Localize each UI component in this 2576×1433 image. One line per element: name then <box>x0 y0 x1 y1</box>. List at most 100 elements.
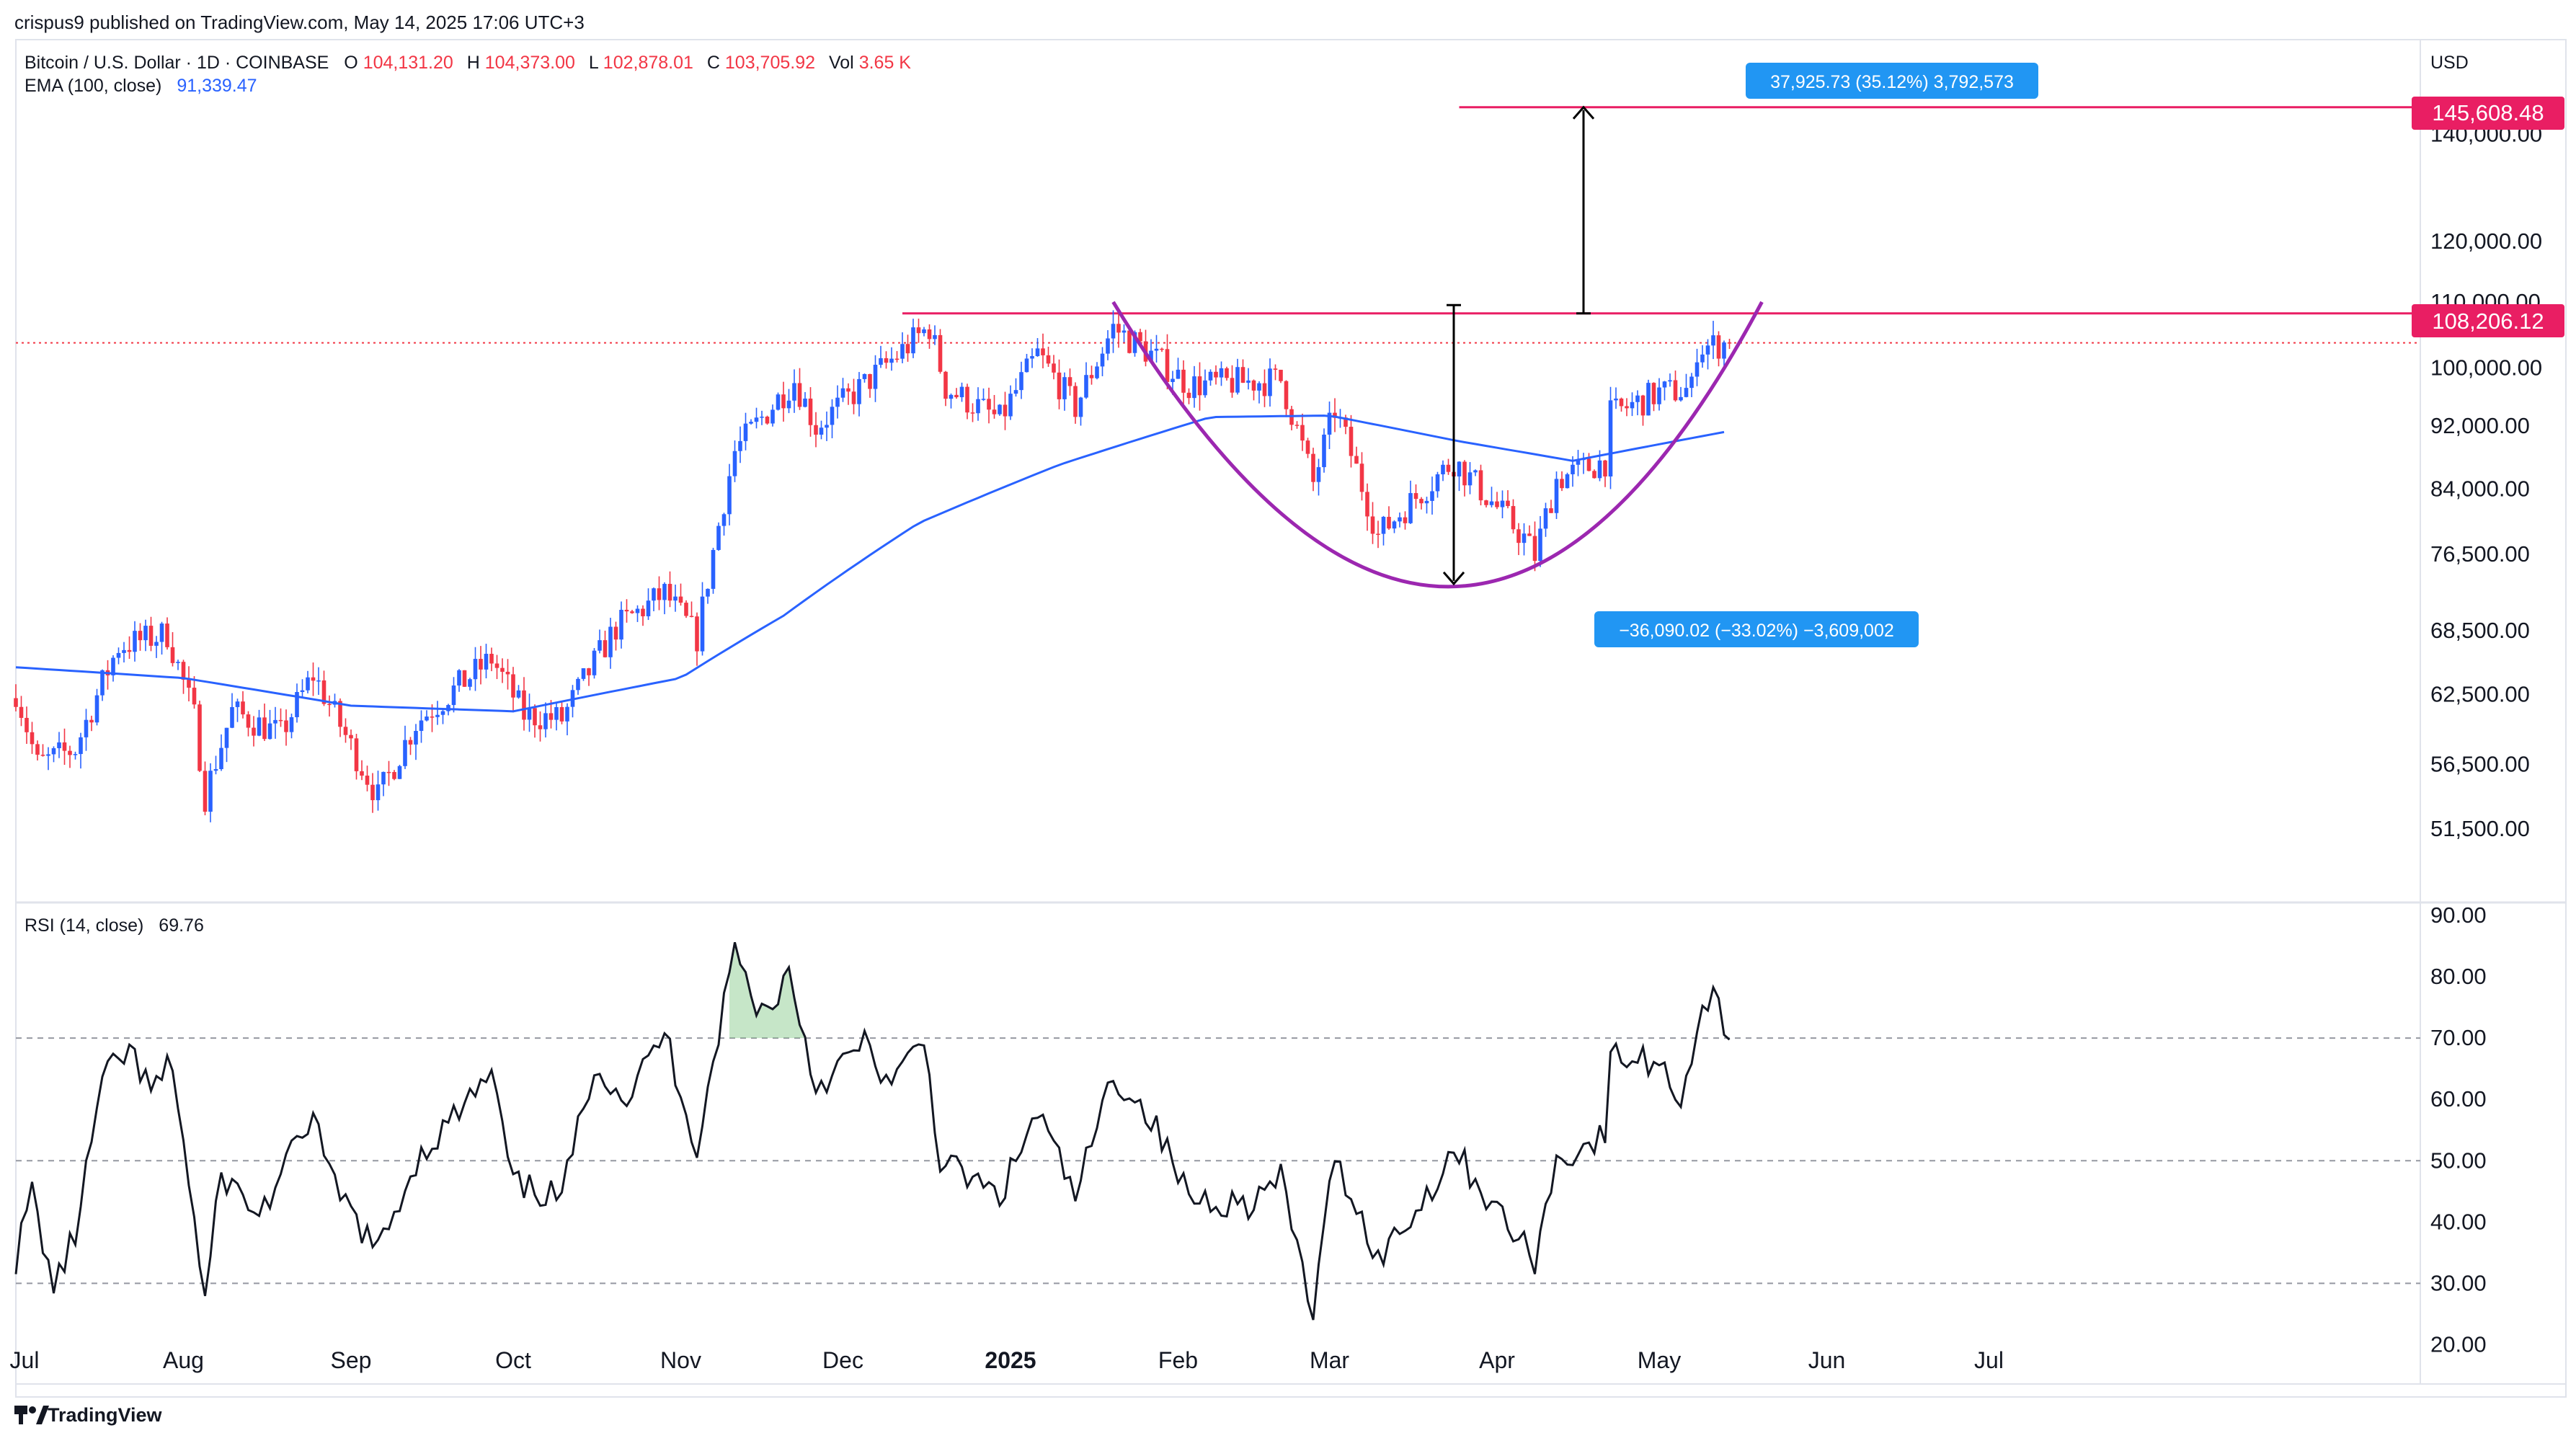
candle-body <box>776 394 781 410</box>
candle-body <box>1446 464 1451 472</box>
ema-100-line <box>15 414 1725 713</box>
candle-body <box>1679 396 1683 401</box>
candle-body <box>652 588 656 601</box>
time-tick-label: Oct <box>495 1347 531 1373</box>
upper-measure-arrow <box>1572 105 1595 315</box>
candle-body <box>84 719 89 737</box>
candle-body <box>148 626 154 646</box>
candle-body <box>19 706 24 718</box>
candle-body <box>1349 427 1354 456</box>
candle-body <box>1084 375 1088 398</box>
time-axis: Jul Aug Sep Oct Nov Dec 2025 Feb Mar Apr May Jun Jul <box>10 1347 2004 1373</box>
candle-body <box>1073 386 1078 417</box>
candle-body <box>1067 377 1072 386</box>
candle-body <box>1376 533 1380 535</box>
candle-body <box>1576 460 1581 465</box>
candle-body <box>587 668 591 675</box>
price-tick-label: 100,000.00 <box>2430 355 2542 381</box>
candle-body <box>1635 395 1640 402</box>
lower-measure-badge[interactable] <box>1594 611 1919 647</box>
candle-body <box>1511 506 1516 530</box>
candle-body <box>559 706 564 722</box>
candle-body <box>100 670 105 696</box>
candle-body <box>786 400 791 409</box>
candle-body <box>343 727 348 735</box>
candle-body <box>1565 474 1570 489</box>
candle-body <box>749 422 753 424</box>
candle-body <box>133 631 137 652</box>
tradingview-logo-icon[interactable] <box>14 1406 49 1424</box>
candle-body <box>1078 397 1083 417</box>
candle-body <box>349 735 353 739</box>
candle-body <box>1089 375 1094 378</box>
candle-body <box>1316 467 1321 482</box>
candle-body <box>1030 356 1034 359</box>
candle-body <box>57 742 61 748</box>
candle-body <box>165 624 169 647</box>
ema-label[interactable]: EMA (100, close) <box>25 76 161 96</box>
candle-body <box>840 388 845 398</box>
candle-body <box>484 654 489 670</box>
candle-body <box>1279 369 1283 381</box>
candle-body <box>959 386 964 398</box>
time-tick-label: May <box>1638 1347 1681 1373</box>
rsi-overbought-fill <box>729 942 805 1039</box>
candle-body <box>370 784 375 801</box>
candle-body <box>619 609 623 640</box>
candle-body <box>522 690 526 720</box>
time-tick-label: Feb <box>1158 1347 1198 1373</box>
candle-body <box>1560 479 1564 489</box>
candle-body <box>1354 456 1359 464</box>
upper-measure-badge[interactable] <box>1746 63 2038 99</box>
candle-body <box>1262 383 1267 396</box>
candle-body <box>1527 533 1532 536</box>
candle-body <box>527 708 532 720</box>
candle-body <box>1597 460 1602 479</box>
candle-body <box>1240 367 1245 383</box>
candle-body <box>1571 464 1575 474</box>
rsi-label[interactable]: RSI (14, close) <box>25 915 143 936</box>
candle-body <box>933 334 937 340</box>
candle-body <box>1284 381 1289 409</box>
rsi-value: 69.76 <box>159 915 204 936</box>
candle-body <box>1019 372 1023 391</box>
candle-body <box>781 394 786 409</box>
candle-body <box>949 394 954 399</box>
candle-body <box>889 358 894 363</box>
rsi-reference-lines <box>16 1037 2420 1285</box>
candle-body <box>494 663 499 668</box>
candle-body <box>1403 517 1408 523</box>
candle-body <box>1333 412 1337 418</box>
candle-body <box>1246 380 1251 383</box>
candle-body <box>1467 472 1473 486</box>
resistance-price-label: 108,206.12 <box>2432 309 2544 334</box>
candle-body <box>1413 493 1418 500</box>
candle-body <box>468 679 472 687</box>
candle-body <box>1208 371 1213 381</box>
candle-body <box>462 670 467 687</box>
price-tick-label: 56,500.00 <box>2430 752 2530 777</box>
price-tick-label: 62,500.00 <box>2430 681 2530 706</box>
candle-body <box>451 685 456 706</box>
candle-body <box>689 616 694 617</box>
candle-body <box>1722 342 1726 359</box>
candle-body <box>1305 440 1310 454</box>
candle-body <box>338 701 342 727</box>
candle-body <box>267 723 272 740</box>
candle-body <box>770 409 775 424</box>
candle-body <box>1181 369 1186 393</box>
symbol-name[interactable]: Bitcoin / U.S. Dollar · 1D · COINBASE <box>25 53 329 73</box>
currency-label[interactable]: USD <box>2430 53 2469 73</box>
candle-body <box>624 609 629 612</box>
close-value: 103,705.92 <box>725 53 815 73</box>
candle-body <box>170 647 175 663</box>
high-value: 104,373.00 <box>485 53 575 73</box>
candle-body <box>289 716 294 732</box>
candle-body <box>1457 461 1462 476</box>
price-tick-label: 76,500.00 <box>2430 541 2530 567</box>
lower-measure-label: −36,090.02 (−33.02%) −3,609,002 <box>1619 621 1894 641</box>
candle-body <box>1640 395 1645 416</box>
candle-body <box>905 344 910 354</box>
rsi-tick-label: 90.00 <box>2430 902 2487 928</box>
arrow-head-icon <box>1572 105 1595 120</box>
